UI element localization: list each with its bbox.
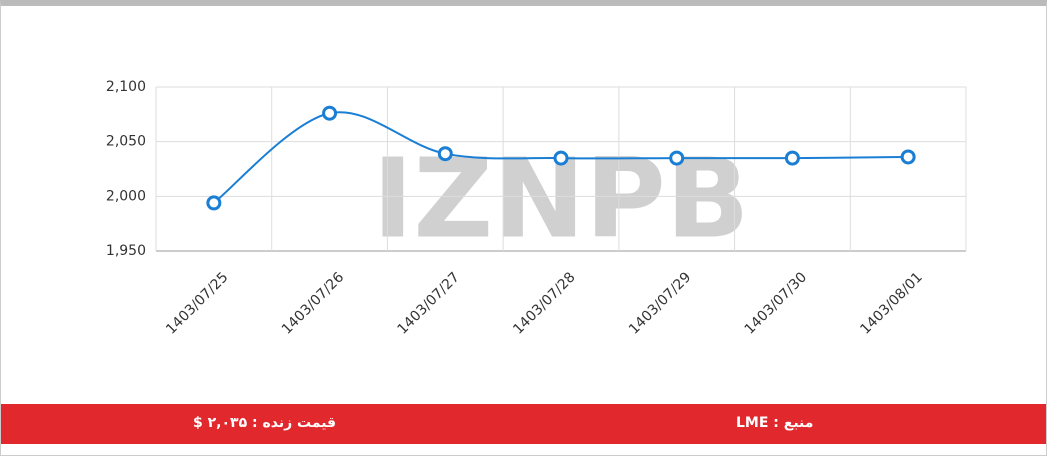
x-tick-label: 1403/07/25	[163, 269, 231, 337]
x-tick-label: 1403/07/27	[395, 269, 463, 337]
y-tick-label: 1,950	[106, 243, 146, 259]
x-tick-label: 1403/08/01	[857, 269, 925, 337]
point	[322, 105, 338, 121]
x-tick-label: 1403/07/29	[626, 269, 694, 337]
point	[206, 195, 222, 211]
point	[553, 150, 569, 166]
point	[669, 150, 685, 166]
point	[784, 150, 800, 166]
footer: قیمت زنده : ۲,۰۳۵ $ منبع : LME	[1, 404, 1046, 444]
y-tick-label: 2,100	[106, 79, 146, 95]
source: منبع : LME	[736, 415, 814, 431]
live-price: قیمت زنده : ۲,۰۳۵ $	[193, 415, 337, 431]
y-tick-label: 2,050	[106, 134, 146, 150]
x-tick-label: 1403/07/26	[279, 269, 347, 337]
y-tick-label: 2,000	[106, 188, 146, 204]
x-tick-label: 1403/07/28	[510, 269, 578, 337]
point	[437, 146, 453, 162]
x-tick-label: 1403/07/30	[742, 269, 810, 337]
point	[900, 149, 916, 165]
